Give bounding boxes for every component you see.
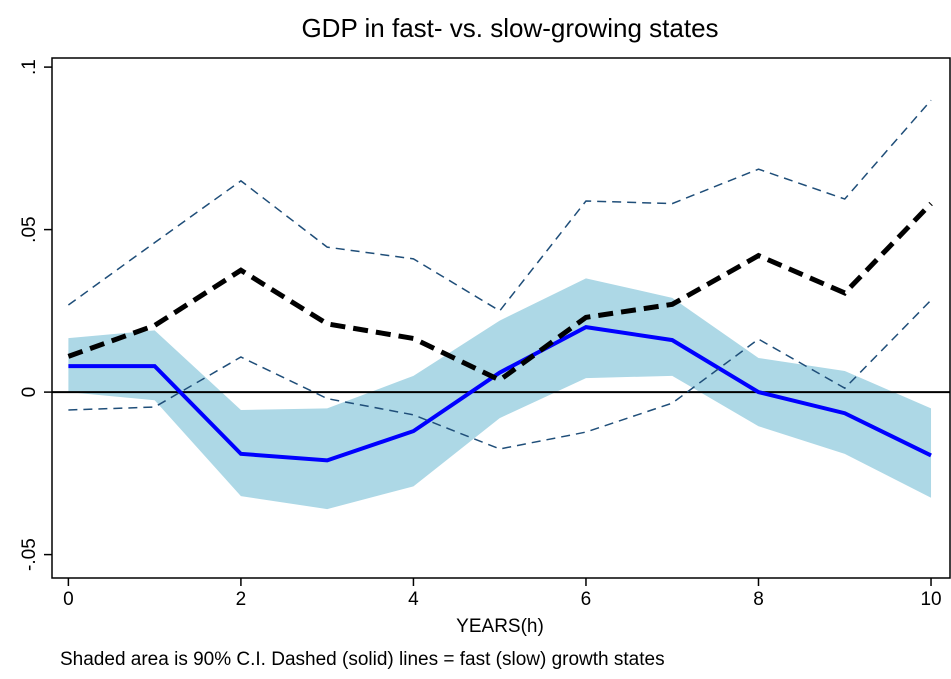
chart-title: GDP in fast- vs. slow-growing states (301, 13, 718, 43)
y-tick-label: 0 (19, 387, 40, 398)
series-line (67, 99, 932, 312)
y-tick-label: -.05 (19, 538, 40, 571)
x-axis-label: YEARS(h) (456, 616, 544, 637)
plot-frame (51, 57, 951, 579)
confidence-band (68, 278, 932, 510)
y-tick-label: .05 (19, 216, 40, 242)
x-tick-label: 0 (63, 589, 74, 610)
x-tick-label: 10 (920, 589, 941, 610)
x-tick-label: 6 (581, 589, 592, 610)
note: Shaded area is 90% C.I. Dashed (solid) l… (60, 649, 665, 670)
y-tick-label: .1 (19, 59, 40, 75)
series-line (68, 299, 932, 450)
x-tick-label: 2 (236, 589, 247, 610)
series-line (68, 325, 932, 463)
x-tick-label: 8 (753, 589, 764, 610)
x-tick-label: 4 (408, 589, 419, 610)
